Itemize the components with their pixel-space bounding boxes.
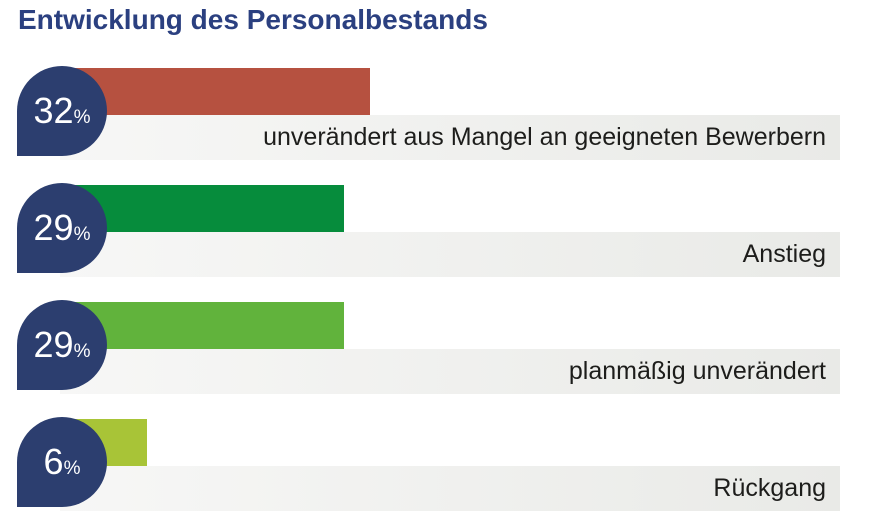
percent-value: 29% xyxy=(33,324,91,365)
label-track: planmäßig unverändert xyxy=(60,349,840,394)
chart-title: Entwicklung des Personalbestands xyxy=(18,4,488,35)
value-bar xyxy=(60,302,344,349)
category-label: planmäßig unverändert xyxy=(568,357,826,385)
value-bar xyxy=(60,68,370,115)
category-label: Rückgang xyxy=(713,474,826,502)
bar-row: unverändert aus Mangel an geeigneten Bew… xyxy=(0,62,872,177)
percent-value: 32% xyxy=(33,90,91,131)
percent-badge: 29% xyxy=(17,183,107,273)
bar-row: planmäßig unverändert 29% xyxy=(0,296,872,411)
bar-row: Rückgang 6% xyxy=(0,413,872,528)
category-label: Anstieg xyxy=(742,240,826,268)
percent-value: 6% xyxy=(43,441,81,482)
label-track: unverändert aus Mangel an geeigneten Bew… xyxy=(60,115,840,160)
bar-row: Anstieg 29% xyxy=(0,179,872,294)
percent-badge: 29% xyxy=(17,300,107,390)
percent-badge: 32% xyxy=(17,66,107,156)
label-track: Anstieg xyxy=(60,232,840,277)
value-bar xyxy=(60,185,344,232)
percent-badge: 6% xyxy=(17,417,107,507)
percent-value: 29% xyxy=(33,207,91,248)
label-track: Rückgang xyxy=(60,466,840,511)
category-label: unverändert aus Mangel an geeigneten Bew… xyxy=(263,123,826,151)
